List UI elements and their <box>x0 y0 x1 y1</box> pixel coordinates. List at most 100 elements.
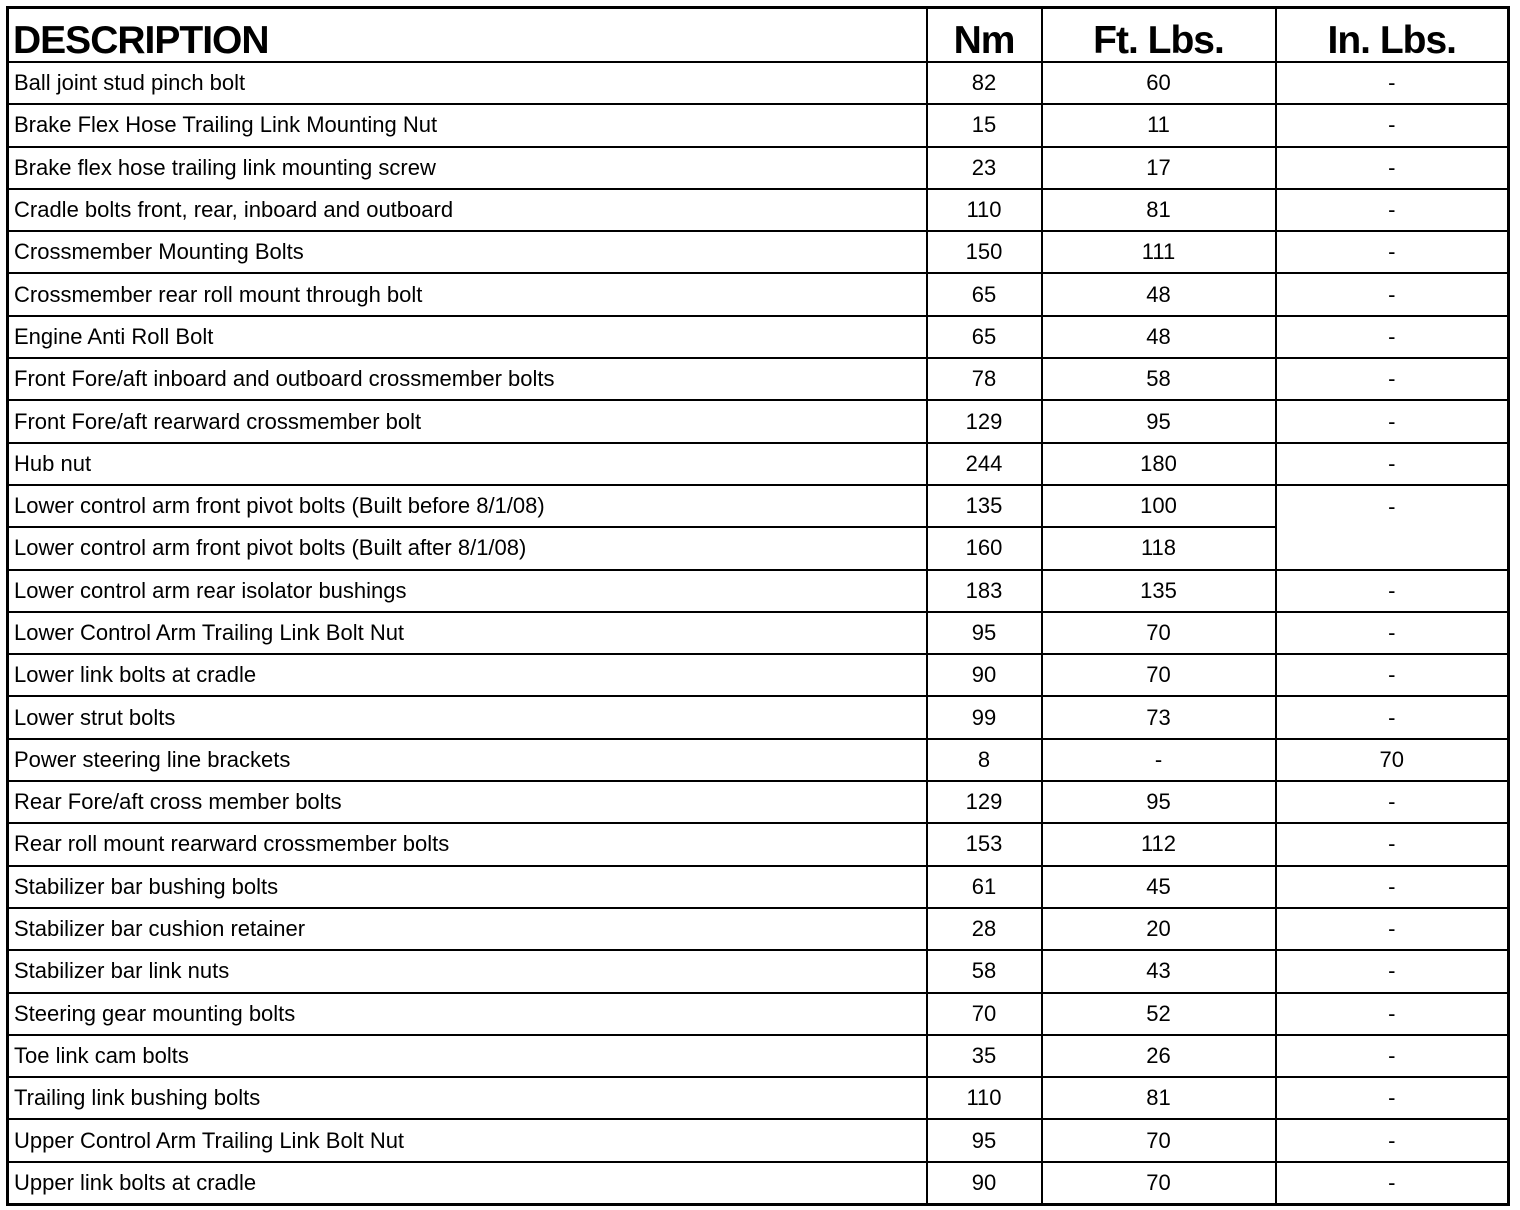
cell-description: Toe link cam bolts <box>6 1033 928 1079</box>
cell-nm: 150 <box>925 230 1043 275</box>
header-row: DESCRIPTION Nm Ft. Lbs. In. Lbs. <box>6 6 1510 63</box>
cell-description: Trailing link bushing bolts <box>6 1076 928 1121</box>
table-row: Lower control arm rear isolator bushings… <box>6 568 1510 613</box>
cell-ft-lbs: 70 <box>1040 1160 1277 1206</box>
table-row: Upper Control Arm Trailing Link Bolt Nut… <box>6 1118 1510 1163</box>
cell-in-lbs: - <box>1274 822 1510 867</box>
cell-nm: 78 <box>925 357 1043 402</box>
cell-description: Brake Flex Hose Trailing Link Mounting N… <box>6 103 928 148</box>
cell-in-lbs: - <box>1274 1118 1510 1163</box>
cell-in-lbs: - <box>1274 145 1510 190</box>
table-row: Front Fore/aft rearward crossmember bolt… <box>6 399 1510 444</box>
table-body: Ball joint stud pinch bolt 82 60- Brake Fle… <box>6 60 1510 1206</box>
cell-description: Power steering line brackets <box>6 737 928 783</box>
cell-nm: 61 <box>925 864 1043 909</box>
cell-description: Brake flex hose trailing link mounting s… <box>6 145 928 190</box>
cell-nm: 135 <box>925 483 1043 529</box>
cell-in-lbs: - <box>1274 314 1510 360</box>
cell-ft-lbs: 26 <box>1040 1033 1277 1079</box>
cell-ft-lbs: 111 <box>1040 230 1277 275</box>
cell-description: Front Fore/aft rearward crossmember bolt <box>6 399 928 444</box>
cell-description: Lower strut bolts <box>6 695 928 740</box>
table-row: Crossmember Mounting Bolts 150 111- <box>6 230 1510 275</box>
cell-ft-lbs: 81 <box>1040 1076 1277 1121</box>
table-row: Ball joint stud pinch bolt 82 60- <box>6 60 1510 106</box>
cell-nm: 129 <box>925 399 1043 444</box>
cell-nm: 70 <box>925 991 1043 1036</box>
cell-nm: 244 <box>925 441 1043 486</box>
cell-ft-lbs: 95 <box>1040 780 1277 825</box>
table-row: Front Fore/aft inboard and outboard cros… <box>6 357 1510 402</box>
cell-nm: 110 <box>925 1076 1043 1121</box>
cell-in-lbs: - <box>1274 610 1510 656</box>
table-row: Stabilizer bar link nuts 58 43- <box>6 949 1510 994</box>
cell-nm: 28 <box>925 906 1043 952</box>
cell-in-lbs: - <box>1274 949 1510 994</box>
cell-nm: 99 <box>925 695 1043 740</box>
cell-ft-lbs: 70 <box>1040 653 1277 698</box>
cell-nm: 82 <box>925 60 1043 106</box>
cell-nm: 58 <box>925 949 1043 994</box>
cell-nm: 90 <box>925 1160 1043 1206</box>
cell-in-lbs: - <box>1274 1076 1510 1121</box>
header-description: DESCRIPTION <box>6 6 928 63</box>
table-row: Stabilizer bar bushing bolts 61 45- <box>6 864 1510 909</box>
cell-ft-lbs: 81 <box>1040 187 1277 233</box>
cell-ft-lbs: - <box>1040 737 1277 783</box>
cell-nm: 129 <box>925 780 1043 825</box>
cell-description: Engine Anti Roll Bolt <box>6 314 928 360</box>
cell-in-lbs: - <box>1274 991 1510 1036</box>
cell-in-lbs: - <box>1274 864 1510 909</box>
cell-nm: 23 <box>925 145 1043 190</box>
cell-description: Steering gear mounting bolts <box>6 991 928 1036</box>
cell-description: Stabilizer bar bushing bolts <box>6 864 928 909</box>
cell-in-lbs <box>1274 527 1510 571</box>
cell-ft-lbs: 52 <box>1040 991 1277 1036</box>
cell-ft-lbs: 43 <box>1040 949 1277 994</box>
cell-in-lbs: 70 <box>1274 737 1510 783</box>
cell-ft-lbs: 112 <box>1040 822 1277 867</box>
cell-in-lbs: - <box>1274 187 1510 233</box>
table-row: Upper link bolts at cradle 90 70- <box>6 1160 1510 1206</box>
cell-nm: 153 <box>925 822 1043 867</box>
cell-ft-lbs: 180 <box>1040 441 1277 486</box>
cell-ft-lbs: 135 <box>1040 568 1277 613</box>
cell-description: Crossmember Mounting Bolts <box>6 230 928 275</box>
cell-ft-lbs: 48 <box>1040 314 1277 360</box>
table-row: Toe link cam bolts 35 26- <box>6 1033 1510 1079</box>
table-row: Lower control arm front pivot bolts (Bui… <box>6 526 1510 571</box>
cell-nm: 183 <box>925 568 1043 613</box>
table-row: Lower link bolts at cradle 90 70- <box>6 653 1510 698</box>
table-row: Crossmember rear roll mount through bolt… <box>6 272 1510 317</box>
cell-in-lbs: - <box>1274 695 1510 740</box>
cell-description: Hub nut <box>6 441 928 486</box>
cell-in-lbs: - <box>1274 357 1510 402</box>
cell-description: Upper link bolts at cradle <box>6 1160 928 1206</box>
cell-nm: 65 <box>925 314 1043 360</box>
cell-nm: 90 <box>925 653 1043 698</box>
cell-description: Stabilizer bar cushion retainer <box>6 906 928 952</box>
table-row: Hub nut 244 180- <box>6 441 1510 486</box>
table-row: Rear Fore/aft cross member bolts 129 95- <box>6 780 1510 825</box>
cell-description: Rear Fore/aft cross member bolts <box>6 780 928 825</box>
cell-description: Front Fore/aft inboard and outboard cros… <box>6 357 928 402</box>
cell-nm: 15 <box>925 103 1043 148</box>
cell-in-lbs: - <box>1274 483 1510 528</box>
cell-description: Ball joint stud pinch bolt <box>6 60 928 106</box>
cell-in-lbs: - <box>1274 103 1510 148</box>
cell-description: Lower control arm front pivot bolts (Bui… <box>6 483 928 529</box>
cell-ft-lbs: 11 <box>1040 103 1277 148</box>
cell-nm: 35 <box>925 1033 1043 1079</box>
cell-in-lbs: - <box>1274 1033 1510 1079</box>
cell-in-lbs: - <box>1274 653 1510 698</box>
cell-nm: 95 <box>925 610 1043 656</box>
cell-in-lbs: - <box>1274 568 1510 613</box>
table-row: Steering gear mounting bolts 70 52- <box>6 991 1510 1036</box>
table-row: Brake Flex Hose Trailing Link Mounting N… <box>6 103 1510 148</box>
cell-ft-lbs: 95 <box>1040 399 1277 444</box>
cell-nm: 160 <box>925 526 1043 571</box>
table-row: Lower Control Arm Trailing Link Bolt Nut… <box>6 610 1510 656</box>
cell-ft-lbs: 45 <box>1040 864 1277 909</box>
cell-ft-lbs: 58 <box>1040 357 1277 402</box>
cell-in-lbs: - <box>1274 780 1510 825</box>
